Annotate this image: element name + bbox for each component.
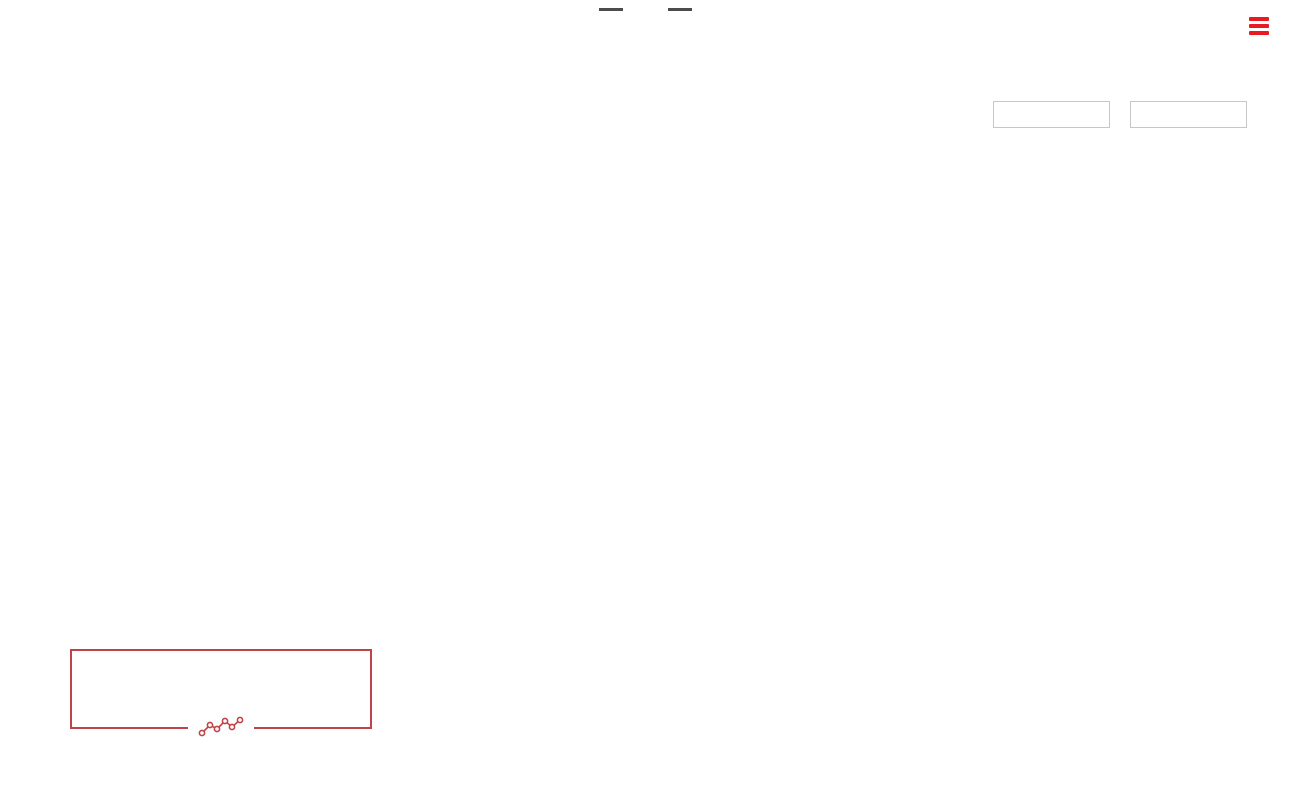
from-date-input[interactable] xyxy=(993,101,1110,128)
export-menu-icon xyxy=(1249,17,1269,35)
series-dash-icon xyxy=(599,8,623,11)
logo-chart-icon xyxy=(188,716,254,740)
header-stat-gold-dsi xyxy=(668,8,693,18)
chart-header xyxy=(0,8,1292,18)
date-range xyxy=(983,101,1247,128)
export-button[interactable] xyxy=(1249,17,1278,35)
to-date-input[interactable] xyxy=(1130,101,1247,128)
series-dash-icon xyxy=(668,8,692,11)
header-stat-gold-futures xyxy=(599,8,624,18)
hedge-fund-telemetry-logo xyxy=(70,649,372,740)
